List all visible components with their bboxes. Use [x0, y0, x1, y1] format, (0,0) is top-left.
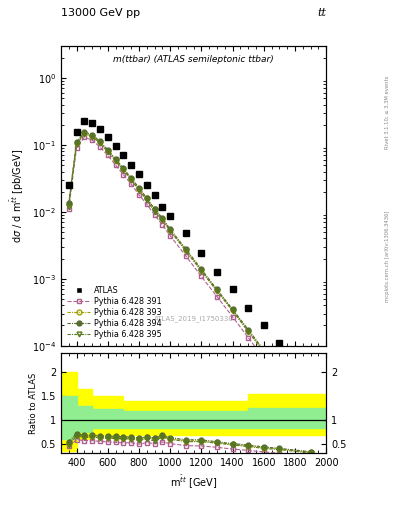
- Text: tt: tt: [317, 8, 326, 18]
- Text: m(ttbar) (ATLAS semileptonic ttbar): m(ttbar) (ATLAS semileptonic ttbar): [113, 55, 274, 64]
- Y-axis label: d$\sigma$ / d m$^{\bar{t}t}$ [pb/GeV]: d$\sigma$ / d m$^{\bar{t}t}$ [pb/GeV]: [9, 148, 26, 243]
- Y-axis label: Ratio to ATLAS: Ratio to ATLAS: [29, 373, 38, 434]
- X-axis label: m$^{\bar{t}t}$ [GeV]: m$^{\bar{t}t}$ [GeV]: [170, 474, 217, 490]
- Legend: ATLAS, Pythia 6.428 391, Pythia 6.428 393, Pythia 6.428 394, Pythia 6.428 395: ATLAS, Pythia 6.428 391, Pythia 6.428 39…: [65, 284, 164, 342]
- Text: mcplots.cern.ch [arXiv:1306.3436]: mcplots.cern.ch [arXiv:1306.3436]: [385, 210, 389, 302]
- Text: Rivet 3.1.10; ≥ 3.3M events: Rivet 3.1.10; ≥ 3.3M events: [385, 76, 389, 150]
- Text: 13000 GeV pp: 13000 GeV pp: [61, 8, 140, 18]
- Text: ATLAS_2019_I1750330: ATLAS_2019_I1750330: [154, 315, 233, 322]
